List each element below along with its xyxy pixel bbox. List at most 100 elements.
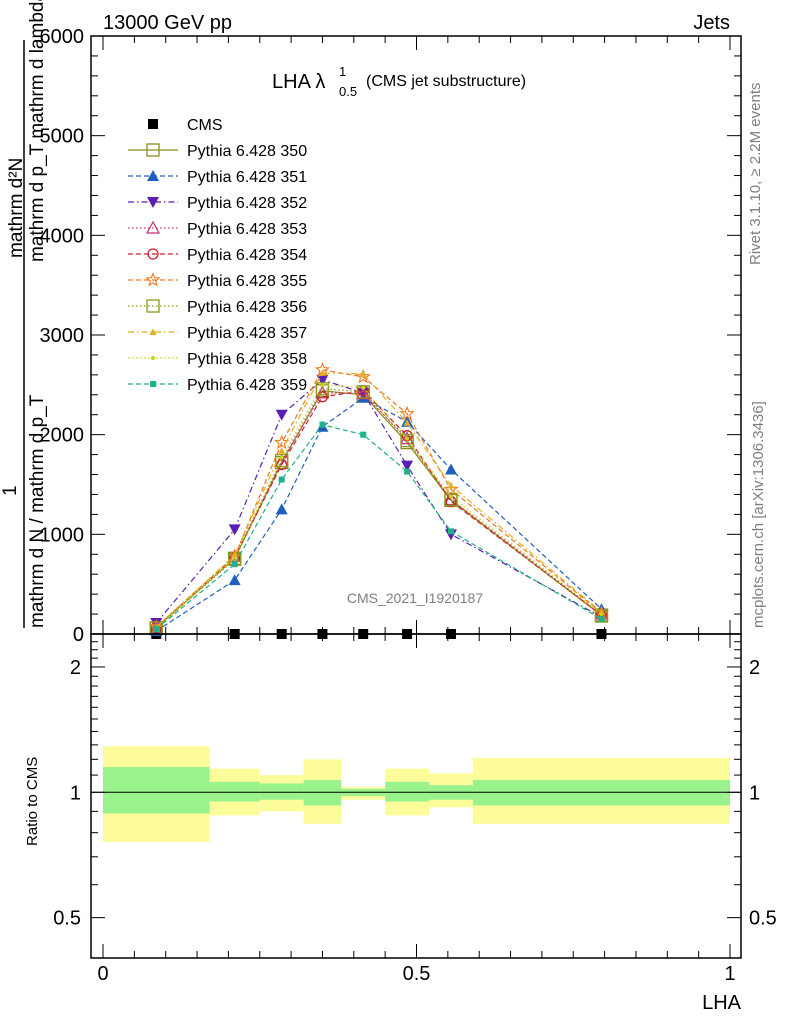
legend-label-8: Pythia 6.428 357 <box>187 325 307 342</box>
data-point-10-6 <box>447 528 454 535</box>
data-point-9-7 <box>599 612 604 617</box>
series-line-2 <box>155 397 602 632</box>
xtick-label: 0 <box>97 963 108 985</box>
main-ytick-label: 3000 <box>40 325 85 347</box>
data-point-4-4 <box>356 386 371 400</box>
ratio-ytick-label-right: 1 <box>749 782 760 804</box>
legend-marker-1 <box>146 143 160 157</box>
main-y-axis-label: mathrm d²N mathrm d p_T mathrm d lambda … <box>0 0 48 628</box>
data-point-8-6 <box>447 481 455 489</box>
legend-label-0: CMS <box>187 117 223 134</box>
legend-label-1: Pythia 6.428 350 <box>187 143 307 160</box>
main-y-ticks: 0 1000 2000 3000 4000 5000 6000 <box>40 26 741 646</box>
data-point-9-6 <box>448 494 453 499</box>
series-line-6 <box>155 369 602 628</box>
data-point-9-3 <box>320 382 325 387</box>
data-point-10-0 <box>153 626 160 633</box>
data-point-10-1 <box>231 561 238 568</box>
series-line-3 <box>155 379 602 624</box>
ratio-inner-band-2 <box>259 783 304 800</box>
ratio-ytick-label: 0.5 <box>53 908 81 930</box>
data-point-10-4 <box>360 431 367 438</box>
ratio-inner-band-1 <box>209 781 260 802</box>
data-point-2-2 <box>275 503 288 515</box>
series-10 <box>153 421 605 633</box>
data-point-6-5 <box>399 405 415 421</box>
data-point-9-4 <box>361 385 366 390</box>
legend-label-9: Pythia 6.428 358 <box>187 351 307 368</box>
main-ytick-label: 0 <box>73 624 84 646</box>
data-point-8-3 <box>318 369 326 376</box>
data-point-10-5 <box>404 468 411 475</box>
legend-marker-3 <box>147 197 159 208</box>
data-point-4-6 <box>443 492 458 506</box>
legend-marker-0 <box>148 119 158 129</box>
legend-marker-9 <box>151 356 155 360</box>
legend-label-3: Pythia 6.428 352 <box>187 195 307 212</box>
series-line-8 <box>155 372 602 628</box>
data-point-8-2 <box>278 447 286 454</box>
energy-label: 13000 GeV pp <box>103 12 232 34</box>
ylabel-top2: mathrm d p_T mathrm d lambda <box>27 0 48 262</box>
ratio-inner-band-5 <box>385 781 430 802</box>
data-point-2-1 <box>228 574 241 586</box>
legend-marker-10 <box>150 381 156 387</box>
legend-entry-4: Pythia 6.428 353 <box>128 220 307 238</box>
data-point-10-7 <box>598 616 605 623</box>
data-point-9-1 <box>232 555 237 560</box>
main-ytick-label: 2000 <box>40 425 85 447</box>
data-point-8-4 <box>359 370 367 377</box>
plot-title: LHA λ 1 0.5 (CMS jet substructure) <box>272 64 526 99</box>
ratio-ytick-label: 2 <box>70 657 81 679</box>
legend-entry-9: Pythia 6.428 358 <box>128 351 307 368</box>
main-ytick-label: 5000 <box>40 126 85 148</box>
data-point-10-2 <box>278 476 285 483</box>
data-point-4-5 <box>400 431 415 445</box>
legend-entry-3: Pythia 6.428 352 <box>128 195 307 212</box>
data-point-5-3 <box>316 391 329 403</box>
data-point-7-4 <box>356 385 370 399</box>
legend-entry-10: Pythia 6.428 359 <box>128 377 307 394</box>
legend-entry-2: Pythia 6.428 351 <box>128 169 307 186</box>
data-point-7-6 <box>444 492 458 507</box>
legend-marker-4 <box>145 220 161 234</box>
title-main: LHA λ <box>272 71 325 93</box>
legend-entry-0: CMS <box>148 117 223 134</box>
legend: CMS Pythia 6.428 350 Pythia 6.428 351 Pythi… <box>128 117 307 394</box>
ratio-ytick-label-right: 0.5 <box>749 908 777 930</box>
series-line-4 <box>155 392 602 628</box>
main-ytick-label: 1000 <box>40 524 85 546</box>
xtick-label: 0.5 <box>403 963 431 985</box>
legend-marker-5 <box>147 248 159 260</box>
legend-marker-7 <box>146 299 160 313</box>
title-note: (CMS jet substructure) <box>366 73 526 90</box>
data-point-5-5 <box>401 430 413 442</box>
data-point-3-3 <box>316 374 329 386</box>
data-point-9-5 <box>405 436 410 441</box>
data-point-3-1 <box>228 524 241 536</box>
legend-entry-6: Pythia 6.428 355 <box>128 271 307 290</box>
main-plot-panel: 0 1000 2000 3000 4000 5000 6000 CMS_2021_I1920… <box>40 26 742 646</box>
legend-label-2: Pythia 6.428 351 <box>187 169 307 186</box>
x-axis-label: LHA <box>702 992 742 1014</box>
ratio-bands <box>103 746 730 842</box>
legend-marker-8 <box>149 328 157 335</box>
ratio-plot-panel: 0.5 0.51 12 2 0 0.5 1 Ratio to CMS LHA <box>24 36 777 1014</box>
data-point-8-5 <box>403 419 411 426</box>
ratio-y-label: Ratio to CMS <box>24 757 41 846</box>
title-superscript: 1 <box>339 64 346 79</box>
data-point-3-2 <box>275 409 288 421</box>
xtick-label: 1 <box>724 963 735 985</box>
legend-label-4: Pythia 6.428 353 <box>187 221 307 238</box>
ylabel-bottom: mathrm d N / mathrm d p_T <box>27 394 48 628</box>
series-line-10 <box>155 424 602 630</box>
data-point-6-4 <box>355 368 371 384</box>
legend-entry-8: Pythia 6.428 357 <box>128 325 307 342</box>
legend-marker-6 <box>145 271 161 287</box>
mcplots-label: mcplots.cern.ch [arXiv:1306.3436] <box>750 401 767 628</box>
legend-label-6: Pythia 6.428 355 <box>187 273 307 290</box>
legend-entry-5: Pythia 6.428 354 <box>128 247 307 264</box>
data-point-9-2 <box>279 455 284 460</box>
legend-label-5: Pythia 6.428 354 <box>187 247 307 264</box>
x-ticks: 0 0.5 1 <box>97 36 736 985</box>
